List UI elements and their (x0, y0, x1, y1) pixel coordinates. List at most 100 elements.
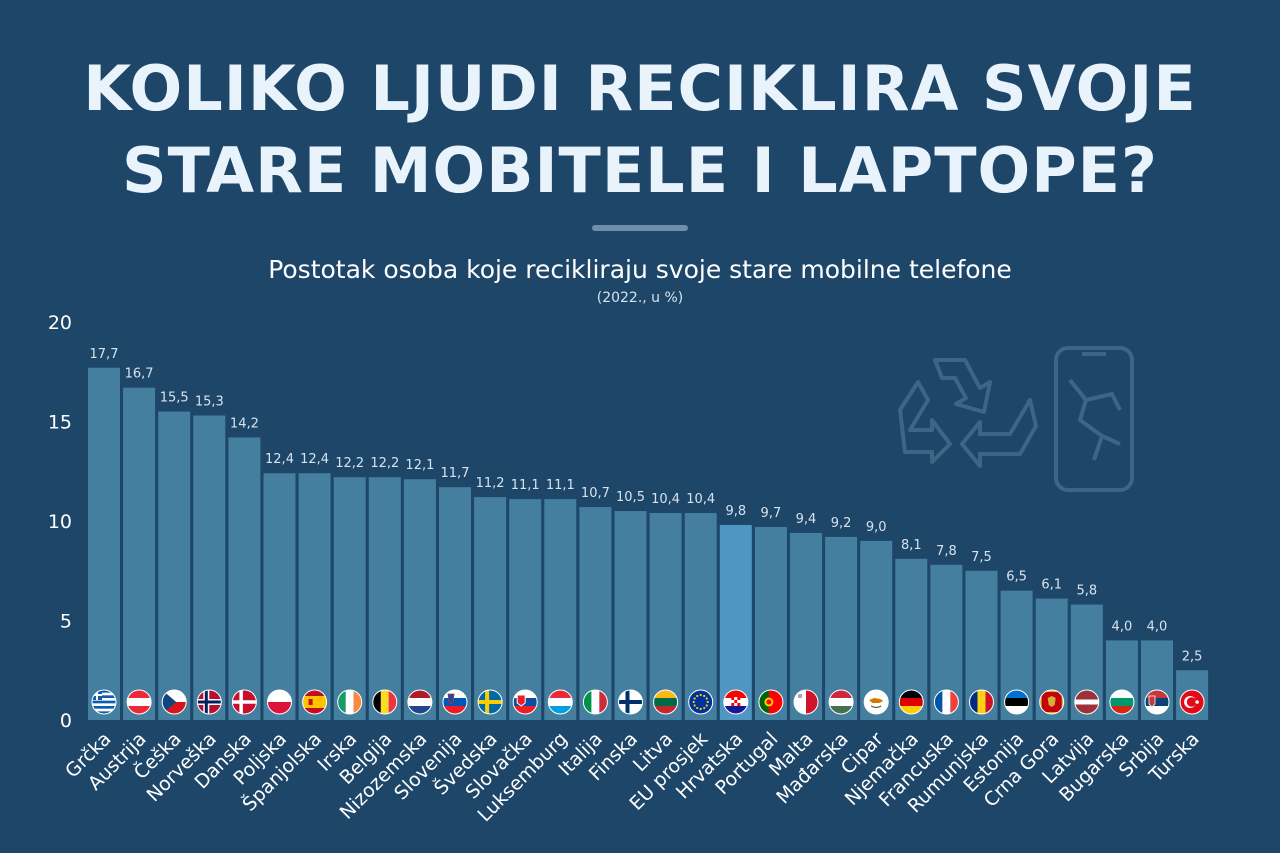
y-tick-label: 15 (48, 412, 72, 434)
y-tick-label: 0 (60, 710, 72, 732)
value-label: 11,1 (511, 478, 540, 493)
title-line-1: KOLIKO LJUDI RECIKLIRA SVOJE (83, 52, 1197, 125)
flag-es-icon (302, 689, 328, 715)
bar (298, 473, 331, 720)
value-label: 12,2 (370, 456, 399, 471)
value-label: 12,1 (405, 458, 434, 473)
flag-nl-icon (407, 689, 433, 715)
value-label: 4,0 (1112, 619, 1133, 634)
value-label: 11,7 (441, 466, 470, 481)
flag-pt-icon (758, 689, 784, 715)
title-divider (592, 225, 688, 231)
bar (649, 513, 682, 720)
flag-lu-icon (547, 689, 573, 715)
flag-pl-icon (267, 689, 292, 715)
bar (158, 411, 191, 720)
value-label: 12,2 (335, 456, 364, 471)
title-line-2: STARE MOBITELE I LAPTOPE? (122, 134, 1158, 207)
flag-tr-icon (1179, 689, 1205, 715)
value-label: 7,8 (936, 544, 957, 559)
bar (474, 497, 507, 720)
bar (579, 507, 612, 720)
value-label: 6,5 (1006, 570, 1027, 585)
flag-me-icon (1039, 689, 1065, 715)
value-label: 10,4 (686, 492, 715, 507)
bar (333, 477, 366, 720)
y-tick-label: 20 (48, 312, 72, 334)
flag-be-icon (372, 689, 398, 715)
bar (368, 477, 401, 720)
bar (544, 499, 577, 720)
flag-hr-icon (723, 689, 749, 715)
value-label: 10,5 (616, 490, 645, 505)
flag-ro-icon (969, 689, 994, 715)
value-label: 11,2 (476, 476, 505, 491)
value-label: 9,8 (725, 504, 746, 519)
value-label: 11,1 (546, 478, 575, 493)
bar (719, 524, 752, 720)
value-label: 9,7 (761, 506, 782, 521)
broken-phone-icon (1054, 346, 1134, 492)
bar (439, 487, 471, 720)
flag-cz-icon (161, 689, 187, 715)
bar (123, 387, 156, 720)
bar (403, 479, 436, 720)
chart-subtitle: Postotak osoba koje recikliraju svoje st… (268, 255, 1012, 284)
value-label: 10,4 (651, 492, 680, 507)
bar (684, 513, 717, 720)
bar (193, 415, 226, 720)
flag-rs-icon (1144, 689, 1170, 715)
flag-si-icon (442, 689, 468, 715)
page-title: KOLIKO LJUDI RECIKLIRA SVOJE STARE MOBIT… (0, 48, 1280, 212)
flag-dk-icon (231, 689, 257, 715)
value-label: 8,1 (901, 538, 922, 553)
flag-mt-icon (793, 689, 819, 715)
flag-gr-icon (91, 689, 117, 715)
value-label: 9,4 (796, 512, 817, 527)
value-labels: 17,7 16,7 15,5 15,3 14,2 12,4 12,4 12,2 12,2 12,1… (90, 347, 1203, 664)
recycle-icon (898, 358, 1038, 468)
flag-lv-icon (1074, 689, 1100, 715)
flag-de-icon (898, 689, 924, 715)
value-label: 2,5 (1182, 649, 1203, 664)
category-labels: GrčkaAustrijaČeškaNorveškaDanskaPoljskaŠ… (61, 727, 1203, 827)
flag-eu-icon (688, 689, 714, 715)
flag-fr-icon (933, 689, 959, 715)
chart-subnote: (2022., u %) (596, 290, 684, 306)
y-tick-label: 5 (60, 611, 72, 633)
value-label: 15,5 (160, 391, 189, 406)
value-label: 9,0 (866, 520, 887, 535)
bar (790, 532, 822, 720)
flag-it-icon (582, 689, 608, 715)
flag-sk-icon (512, 689, 538, 715)
bar (228, 437, 261, 720)
bar (754, 526, 787, 720)
value-label: 12,4 (300, 452, 329, 467)
bar (509, 499, 542, 720)
value-label: 14,2 (230, 416, 259, 431)
flag-bg-icon (1109, 689, 1135, 715)
decoration-icons (898, 346, 1134, 492)
flag-se-icon (477, 689, 503, 715)
bar (614, 511, 647, 720)
value-label: 5,8 (1076, 584, 1097, 599)
value-label: 7,5 (971, 550, 992, 565)
bar (825, 536, 858, 720)
value-label: 4,0 (1147, 619, 1168, 634)
value-label: 17,7 (90, 347, 119, 362)
flag-hu-icon (828, 689, 854, 715)
y-tick-label: 10 (48, 511, 72, 533)
flags (91, 689, 1205, 715)
flag-cy-icon (863, 689, 889, 715)
flag-at-icon (126, 689, 152, 715)
flag-fi-icon (618, 689, 643, 715)
value-label: 9,2 (831, 516, 852, 531)
flag-ie-icon (337, 689, 363, 715)
value-label: 16,7 (125, 367, 154, 382)
bar (263, 473, 296, 720)
y-axis: 0 5 10 15 20 (48, 312, 72, 732)
value-label: 15,3 (195, 395, 224, 410)
value-label: 12,4 (265, 452, 294, 467)
value-label: 10,7 (581, 486, 610, 501)
